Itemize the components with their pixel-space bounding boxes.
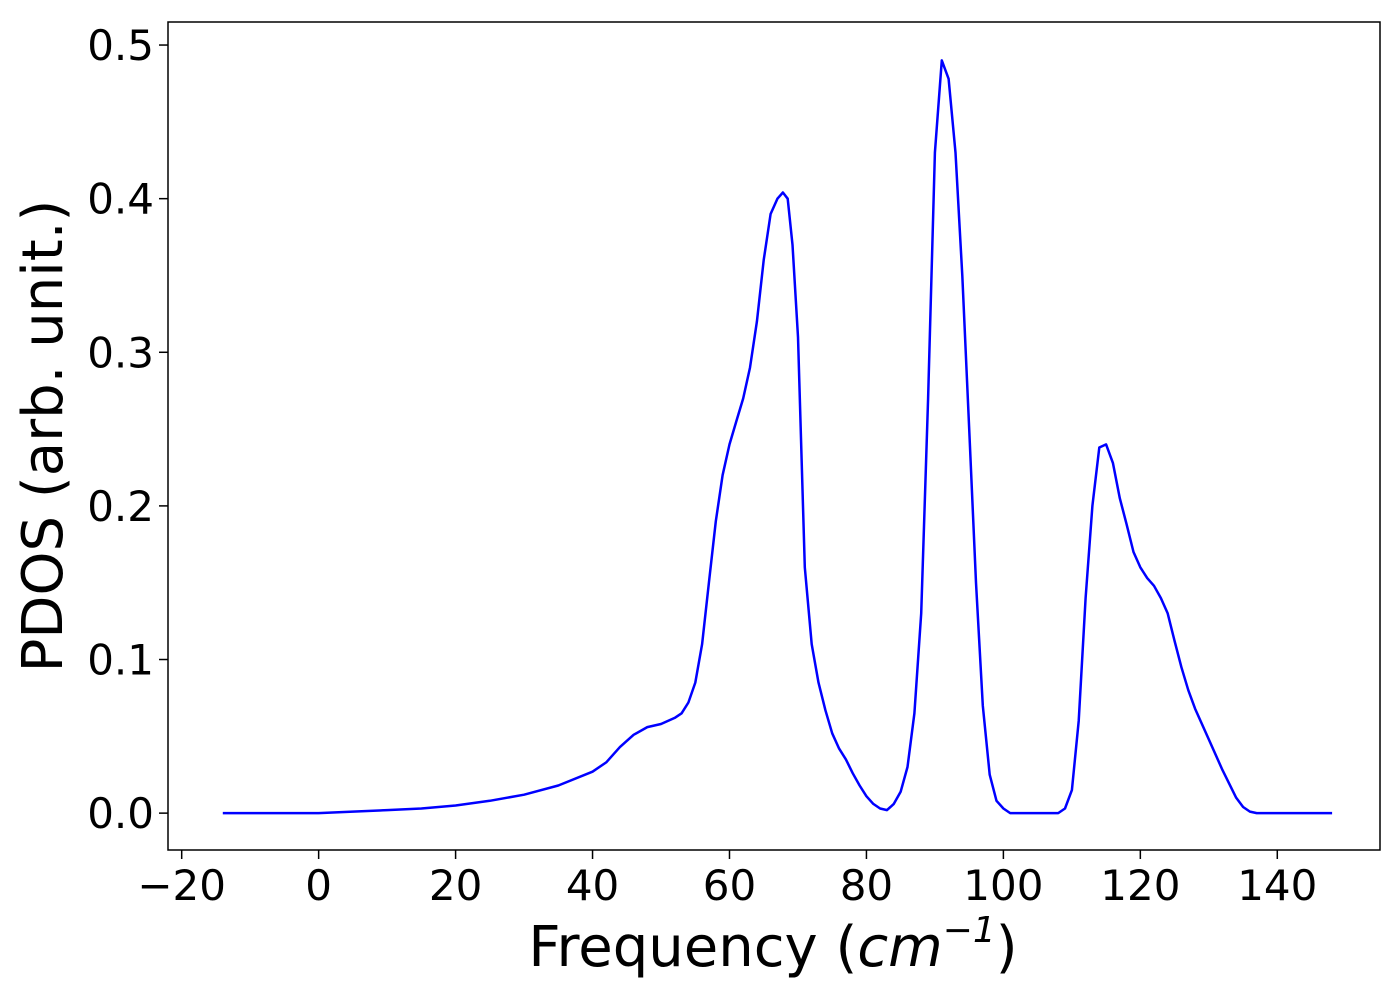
y-tick-label: 0.0	[87, 789, 154, 838]
pdos-line	[222, 59, 1333, 815]
x-axis-label-unit: cm	[857, 915, 942, 980]
x-axis-label-exponent: −1	[943, 910, 996, 951]
y-tick-label: 0.3	[87, 328, 154, 377]
x-tick-label: 0	[305, 861, 332, 910]
x-tick-label: 120	[1100, 861, 1180, 910]
y-tick-label: 0.5	[87, 21, 154, 70]
x-tick-label: 20	[429, 861, 482, 910]
x-tick-label: 100	[963, 861, 1043, 910]
y-axis: 0.0 0.1 0.2 0.3 0.4 0.5	[87, 21, 168, 838]
x-axis: −20 0 20 40 60 80 100 120 140	[137, 850, 1317, 910]
x-axis-label: Frequency (cm−1)	[528, 910, 1017, 980]
y-axis-label: PDOS (arb. unit.)	[11, 200, 76, 673]
x-tick-label: 80	[840, 861, 893, 910]
x-axis-label-close: )	[996, 915, 1018, 980]
x-tick-label: 140	[1237, 861, 1317, 910]
y-tick-label: 0.2	[87, 482, 154, 531]
series-layer	[222, 59, 1333, 815]
x-tick-label: 40	[566, 861, 619, 910]
x-tick-label: 60	[703, 861, 756, 910]
x-axis-label-text: Frequency (	[528, 915, 857, 980]
y-tick-label: 0.1	[87, 636, 154, 685]
x-tick-label: −20	[137, 861, 226, 910]
plot-frame	[167, 21, 1381, 851]
y-tick-label: 0.4	[87, 175, 154, 224]
